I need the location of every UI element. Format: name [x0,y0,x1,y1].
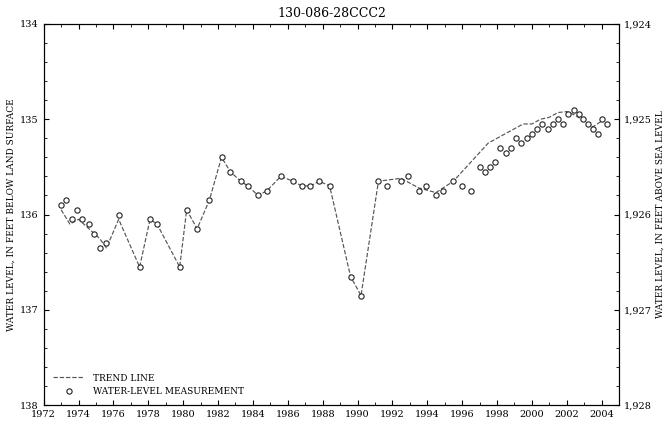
Y-axis label: WATER LEVEL, IN FEET BELOW LAND SURFACE: WATER LEVEL, IN FEET BELOW LAND SURFACE [7,98,16,331]
Title: 130-086-28CCC2: 130-086-28CCC2 [277,7,386,20]
Y-axis label: WATER LEVEL, IN FEET ABOVE SEA LEVEL: WATER LEVEL, IN FEET ABOVE SEA LEVEL [656,111,665,318]
Legend: TREND LINE, WATER-LEVEL MEASUREMENT: TREND LINE, WATER-LEVEL MEASUREMENT [48,369,249,401]
